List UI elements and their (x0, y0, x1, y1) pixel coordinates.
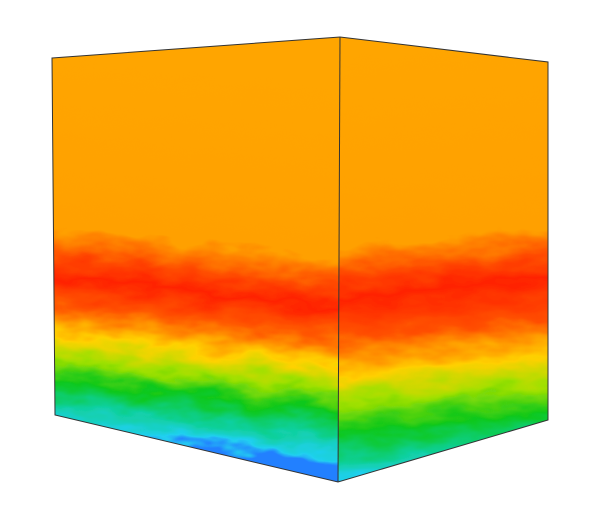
left-face (30, 20, 360, 510)
right-face (320, 20, 570, 510)
cube-render (0, 0, 603, 515)
page: {} (0, 0, 603, 515)
